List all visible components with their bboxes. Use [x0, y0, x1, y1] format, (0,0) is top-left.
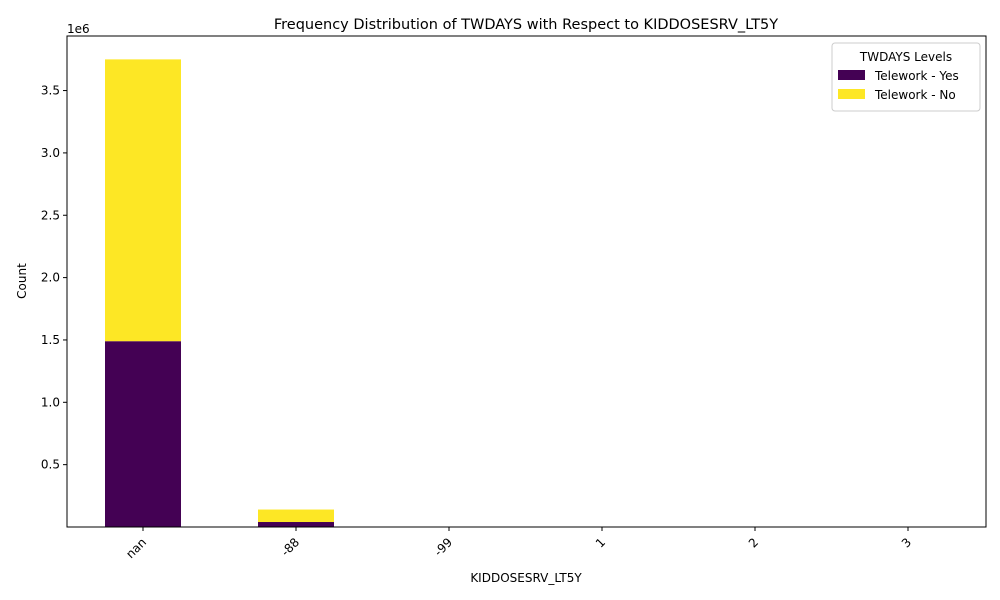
legend-swatch	[838, 70, 865, 80]
plot-background	[67, 36, 986, 527]
legend: TWDAYS Levels Telework - Yes Telework - N…	[831, 42, 981, 112]
y-scale-label: 1e6	[67, 22, 90, 36]
bar-nan-series-1	[105, 59, 181, 342]
plot-area: 0.51.01.52.02.53.03.5 nan -88 -99 1 2 3	[41, 35, 987, 561]
legend-title: TWDAYS Levels	[859, 50, 952, 64]
y-axis-label: Count	[15, 263, 29, 299]
legend-entry-label: Telework - Yes	[874, 69, 959, 83]
y-tick-label: 3.0	[41, 146, 60, 160]
bar-nan-series-0	[105, 341, 181, 527]
chart-title: Frequency Distribution of TWDAYS with Re…	[274, 17, 778, 33]
y-tick-label: 2.0	[41, 271, 60, 285]
bars-group	[105, 59, 334, 527]
y-tick-label: 0.5	[41, 458, 60, 472]
legend-box	[831, 42, 981, 112]
plot-frame	[66, 35, 987, 528]
legend-items: Telework - Yes Telework - No	[838, 69, 959, 102]
y-tick-label: 1.0	[41, 395, 60, 409]
y-tick-label: 2.5	[41, 208, 60, 222]
legend-entry-label: Telework - No	[874, 88, 956, 102]
legend-swatch	[838, 89, 865, 99]
bar--88-series-1	[258, 509, 334, 523]
y-tick-label: 1.5	[41, 333, 60, 347]
y-axis-ticks: 0.5 1.0 1.5 2.0 2.5 3.0 3.5	[41, 84, 67, 472]
bar--88-series-0	[258, 522, 334, 527]
y-tick-label: 3.5	[41, 84, 60, 98]
x-axis-label: KIDDOSESRV_LT5Y	[470, 571, 582, 585]
